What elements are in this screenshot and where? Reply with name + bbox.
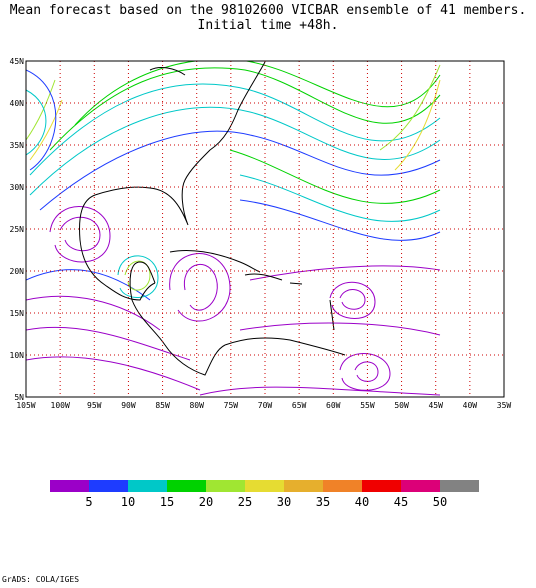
legend-color-swatch xyxy=(323,480,362,492)
longitude-tick-label: 45W xyxy=(428,401,443,410)
latitude-tick-label: 25N xyxy=(10,225,25,234)
longitude-tick-label: 60W xyxy=(326,401,341,410)
legend-color-swatch xyxy=(167,480,206,492)
map-title-line1: Mean forecast based on the 98102600 VICB… xyxy=(9,3,527,18)
legend-color-swatch xyxy=(245,480,284,492)
longitude-tick-label: 80W xyxy=(189,401,204,410)
legend-label: 20 xyxy=(199,495,213,509)
legend-color-swatch xyxy=(362,480,401,492)
latitude-tick-label: 15N xyxy=(10,309,25,318)
legend-color-swatch xyxy=(89,480,128,492)
longitude-tick-label: 105W xyxy=(16,401,35,410)
longitude-tick-label: 100W xyxy=(51,401,70,410)
latitude-tick-label: 35N xyxy=(10,141,25,150)
latitude-tick-label: 20N xyxy=(10,267,25,276)
grid xyxy=(26,61,504,397)
longitude-tick-label: 55W xyxy=(360,401,375,410)
coastlines xyxy=(79,61,346,376)
longitude-tick-label: 85W xyxy=(155,401,170,410)
legend-label: 35 xyxy=(316,495,330,509)
longitude-tick-label: 35W xyxy=(497,401,512,410)
color-legend: 5 10 15 20 25 30 35 40 45 50 xyxy=(50,480,479,509)
legend-color-swatch xyxy=(284,480,323,492)
longitude-tick-label: 65W xyxy=(292,401,307,410)
legend-color-swatch xyxy=(401,480,440,492)
latitude-tick-label: 45N xyxy=(10,57,25,66)
legend-color-swatch xyxy=(128,480,167,492)
longitude-tick-label: 40W xyxy=(463,401,478,410)
longitude-tick-label: 90W xyxy=(121,401,136,410)
legend-color-swatch xyxy=(440,480,479,492)
legend-label: 45 xyxy=(394,495,408,509)
legend-color-swatch xyxy=(206,480,245,492)
latitude-tick-label: 10N xyxy=(10,351,25,360)
legend-label: 40 xyxy=(355,495,369,509)
plot-frame xyxy=(25,60,505,398)
latitude-tick-label: 30N xyxy=(10,183,25,192)
legend-label: 25 xyxy=(238,495,252,509)
legend-label: 5 xyxy=(85,495,92,509)
longitude-tick-label: 50W xyxy=(394,401,409,410)
footer-credit: GrADS: COLA/IGES xyxy=(2,575,80,584)
legend-label: 10 xyxy=(121,495,135,509)
axis-labels: 105W 100W 95W 90W 85W 80W 75W 70W 65W 60W 55W 50W 45… xyxy=(10,57,512,410)
map-title-line2: Initial time +48h. xyxy=(197,18,339,33)
legend-label: 50 xyxy=(433,495,447,509)
legend-color-swatch xyxy=(50,480,89,492)
longitude-tick-label: 70W xyxy=(258,401,273,410)
streamlines xyxy=(26,61,441,396)
legend-label: 30 xyxy=(277,495,291,509)
latitude-tick-label: 40N xyxy=(10,99,25,108)
legend-label: 15 xyxy=(160,495,174,509)
longitude-tick-label: 95W xyxy=(87,401,102,410)
latitude-tick-label: 5N xyxy=(14,393,24,402)
longitude-tick-label: 75W xyxy=(224,401,239,410)
